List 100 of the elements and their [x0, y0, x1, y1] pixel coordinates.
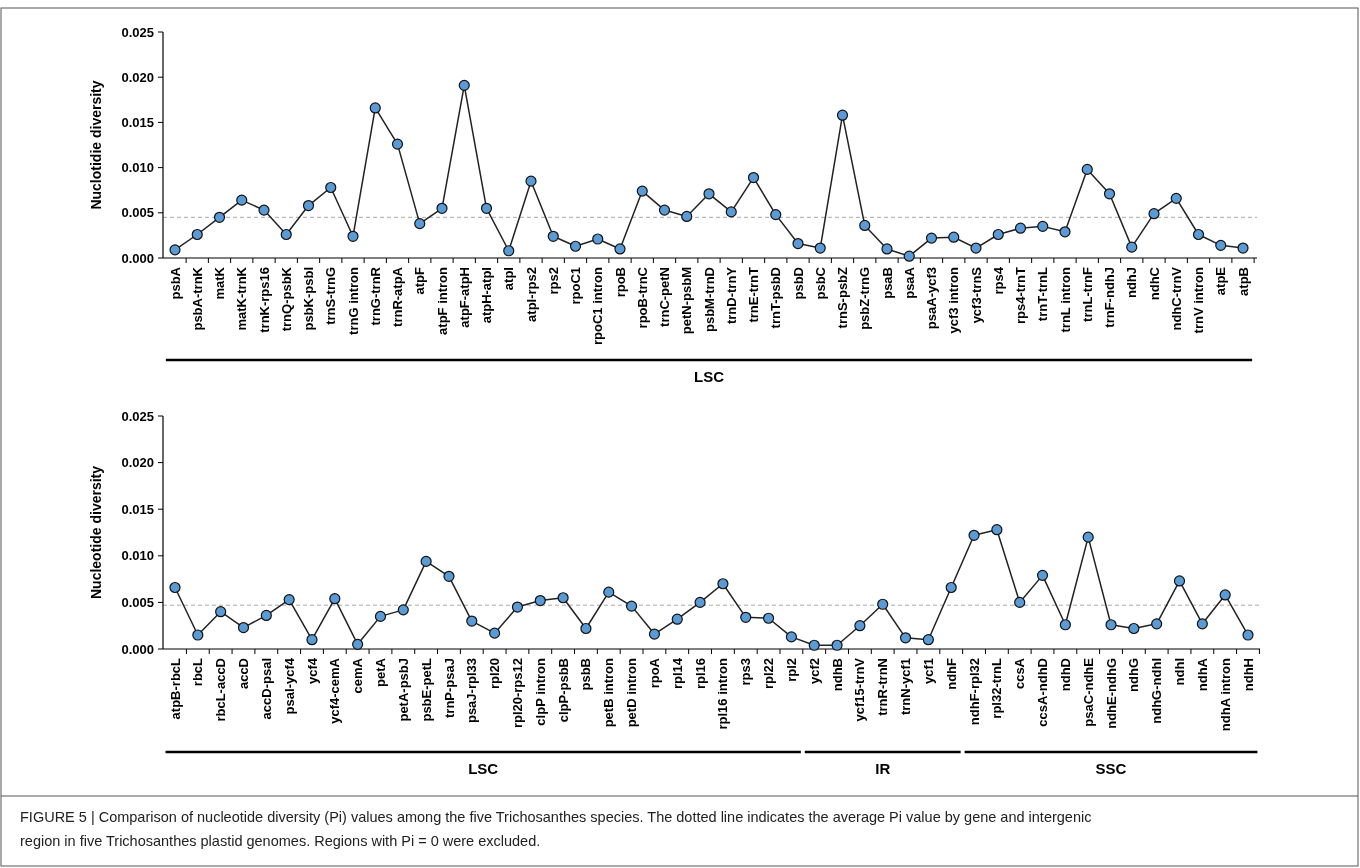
point	[1242, 629, 1254, 641]
point	[1014, 222, 1027, 234]
x-tick-label: rpoB-trnC	[634, 266, 650, 329]
point	[374, 610, 387, 622]
point	[925, 232, 938, 244]
x-tick-label: atpF-atpH	[456, 267, 472, 328]
x-tick-label: ndhA intron	[1217, 657, 1233, 732]
point	[703, 188, 715, 200]
x-tick-label: psaA	[901, 266, 917, 299]
x-tick-label: trnD-trnY	[723, 266, 739, 325]
x-tick-label: petB intron	[601, 657, 617, 728]
point	[1192, 228, 1205, 241]
x-tick-label: atpI	[501, 267, 517, 291]
point	[325, 181, 337, 194]
point	[414, 218, 426, 230]
y-tick-label: 0.000	[121, 250, 154, 266]
x-tick-label: matK	[212, 266, 228, 300]
x-tick-label: psbA	[167, 266, 183, 300]
point	[592, 233, 604, 245]
y-tick-label: 0.000	[121, 641, 154, 657]
x-tick-label: petN-psbM	[679, 267, 695, 335]
point	[881, 243, 893, 255]
x-tick-label: atpB	[1235, 267, 1251, 296]
x-tick-label: psbZ-trnG	[857, 267, 873, 330]
x-tick-label: rbcL	[190, 657, 206, 687]
x-tick-label: ycf4	[304, 657, 320, 685]
x-tick-label: ycf1	[920, 658, 936, 685]
caption: FIGURE 5 | Comparison of nucleotide diversity (Pi) values among the five Trichosanthes species. The dotted line indicates the average Pi value by gene and intergenic region in five Trichosanthes plastid genomes. Regions with Pi = 0 were excluded.	[20, 809, 1092, 849]
point	[580, 622, 592, 635]
x-tick-label: psaA-ycf3	[924, 267, 940, 330]
x-tick-label: cemA	[350, 657, 366, 694]
x-tick-label: rpoA	[646, 657, 662, 689]
point	[1014, 596, 1026, 608]
x-tick-label: psbC	[812, 266, 828, 300]
point	[740, 611, 752, 623]
x-tick-label: atpF intron	[434, 266, 450, 335]
x-tick-label: psaB	[879, 267, 895, 299]
y-axis-title: Nucleotide diversity	[88, 465, 104, 600]
x-tick-label: trnT-trnL	[1035, 266, 1051, 322]
point	[922, 634, 934, 646]
x-tick-label: psbB	[578, 658, 594, 691]
x-tick-label: ndhJ	[1124, 267, 1140, 299]
x-tick-label: atpF	[412, 266, 428, 295]
x-tick-label: rpoC1	[568, 267, 584, 305]
point	[614, 243, 626, 255]
point	[877, 598, 889, 610]
point	[569, 240, 582, 252]
point	[489, 627, 501, 639]
y-tick-label: 0.020	[121, 69, 154, 85]
point	[603, 586, 615, 598]
point	[480, 202, 493, 214]
point	[945, 581, 957, 594]
x-tick-label: rpoB	[612, 267, 628, 298]
y-tick-label: 0.005	[121, 205, 154, 221]
point	[1059, 619, 1071, 631]
point	[671, 613, 683, 625]
point	[1082, 531, 1094, 543]
x-tick-label: psaI-ycf4	[281, 657, 297, 715]
point	[694, 596, 706, 608]
x-tick-label: accD-psaI	[258, 658, 274, 720]
x-tick-label: clpP-psbB	[555, 658, 571, 723]
point	[306, 634, 318, 646]
x-tick-label: ndhC	[1146, 266, 1162, 301]
point	[443, 570, 455, 582]
x-tick-label: rpl20-rps12	[510, 658, 525, 729]
x-tick-label: clpP intron	[532, 657, 548, 726]
x-tick-label: rpl2	[783, 658, 799, 682]
x-tick-label: trnQ-psbK	[278, 266, 294, 332]
x-tick-label: rpl22	[761, 658, 777, 690]
x-tick-label: ndhG-ndhI	[1149, 658, 1165, 724]
point	[1215, 239, 1227, 251]
x-tick-label: trnL-trnF	[1079, 266, 1095, 322]
y-tick-label: 0.015	[121, 501, 154, 517]
point	[725, 206, 737, 218]
point	[215, 606, 227, 618]
x-tick-label: psbK-psbI	[301, 267, 317, 331]
point	[1170, 192, 1182, 204]
point	[436, 202, 448, 214]
x-tick-label: psaJ-rpl33	[464, 658, 480, 724]
text: SSC	[1095, 760, 1127, 777]
point	[747, 171, 760, 184]
x-tick-label: psbM-trnD	[701, 267, 717, 332]
x-tick-label: ndhC-trnV	[1168, 266, 1184, 331]
point	[557, 592, 569, 604]
y-tick-label: 0.005	[121, 594, 154, 610]
point	[420, 555, 432, 567]
x-tick-label: petA	[373, 657, 389, 687]
point	[534, 594, 546, 607]
point	[503, 245, 515, 257]
point	[369, 102, 381, 114]
point	[1237, 242, 1249, 254]
x-tick-label: ycf3-trnS	[968, 266, 984, 324]
point	[636, 185, 648, 197]
x-tick-label: atpI-rps2	[523, 267, 539, 322]
point	[391, 138, 404, 150]
x-tick-label: ccsA-ndhD	[1035, 658, 1051, 727]
point	[258, 204, 270, 216]
x-tick-label: rpl16 intron	[715, 657, 731, 730]
x-tick-label: trnV intron	[1191, 266, 1207, 334]
x-tick-label: petD intron	[624, 657, 640, 728]
